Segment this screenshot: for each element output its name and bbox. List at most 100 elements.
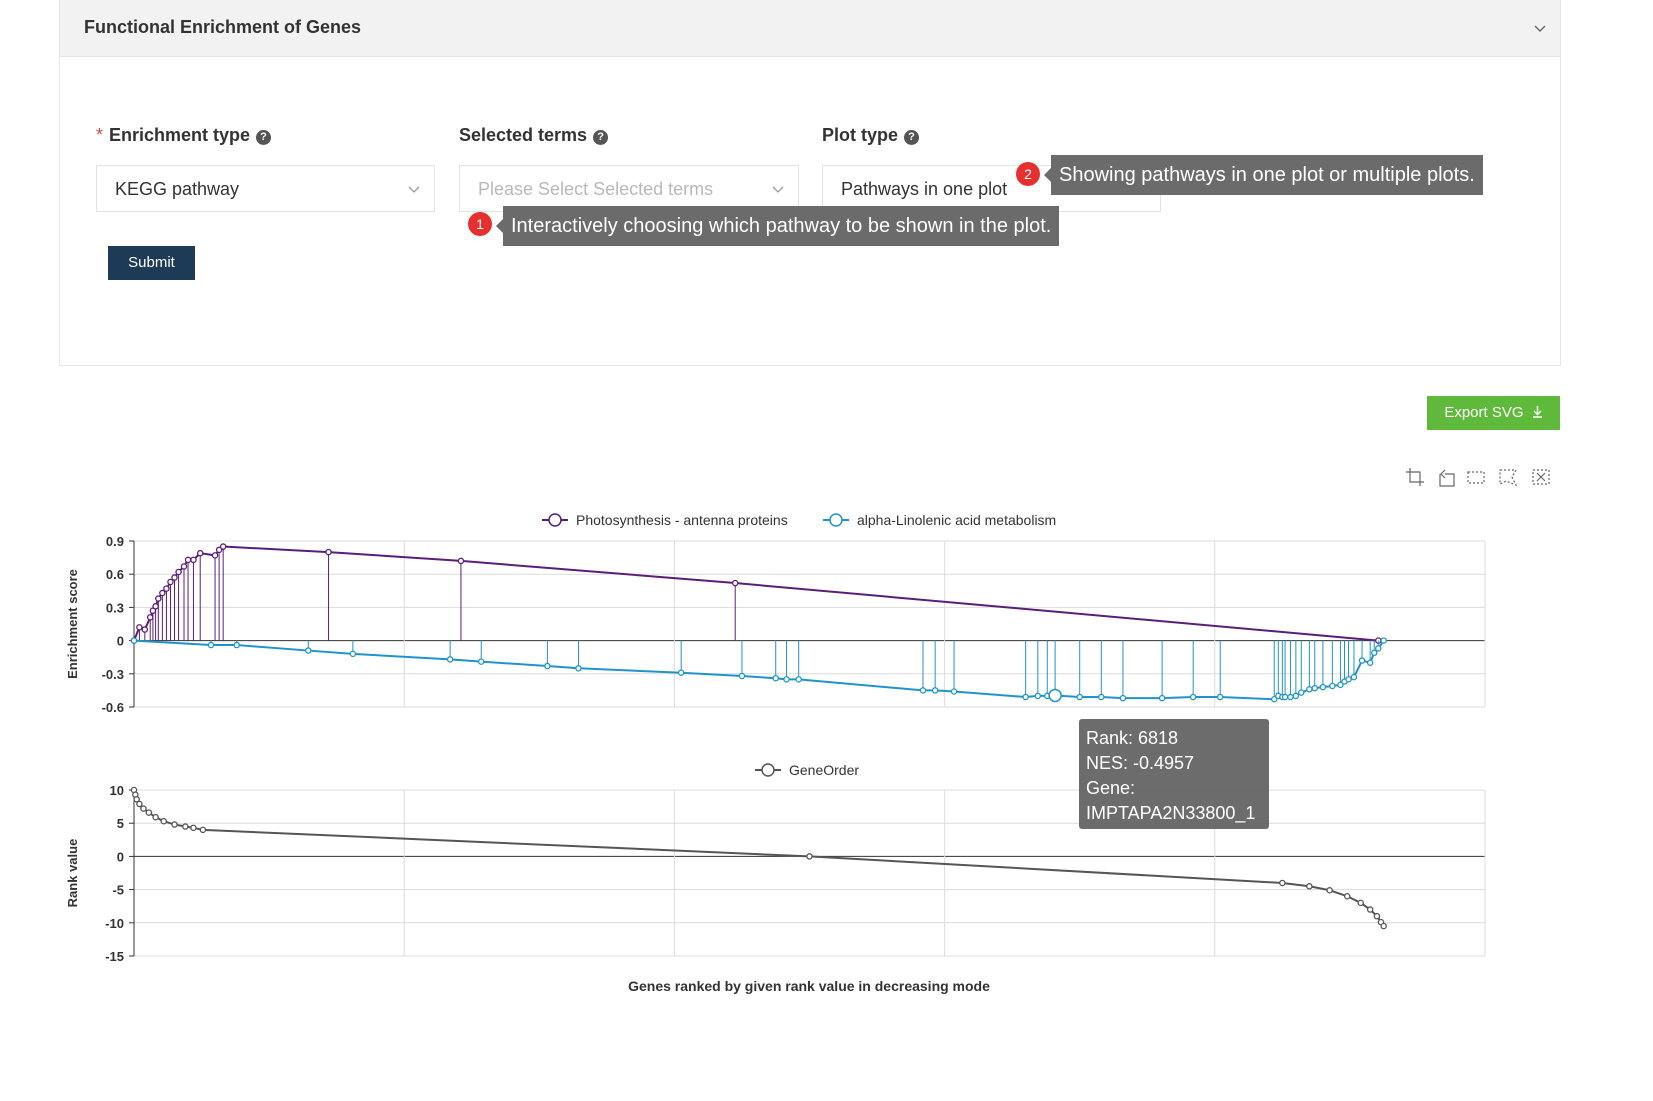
annotation-badge-1: 1 xyxy=(468,212,492,236)
data-point xyxy=(919,687,927,694)
plot-type-value: Pathways in one plot xyxy=(841,179,1008,199)
submit-button[interactable]: Submit xyxy=(108,246,195,280)
enrichment-type-value: KEGG pathway xyxy=(115,179,240,199)
data-point xyxy=(163,585,170,592)
y-tick-label: -0.6 xyxy=(102,700,124,715)
data-point xyxy=(141,626,149,633)
data-point xyxy=(1373,912,1381,920)
data-point xyxy=(155,595,162,602)
y-tick-label: 5 xyxy=(117,816,124,831)
series-line xyxy=(133,545,1379,642)
y-tick-label: -15 xyxy=(105,949,124,964)
data-point xyxy=(140,805,147,812)
x-axis-label: Genes ranked by given rank value in decr… xyxy=(628,978,990,994)
data-point xyxy=(1189,693,1197,701)
data-point xyxy=(772,674,779,682)
data-point xyxy=(1370,649,1378,657)
y-tick-label: 0 xyxy=(117,634,124,649)
data-point xyxy=(1358,657,1366,664)
data-point xyxy=(1287,693,1294,701)
data-point xyxy=(1380,922,1387,930)
data-point xyxy=(446,656,454,663)
data-point xyxy=(196,549,204,557)
data-point xyxy=(175,568,182,576)
data-point xyxy=(219,543,227,550)
data-point xyxy=(1337,681,1344,689)
selected-terms-select[interactable]: Please Select Selected terms xyxy=(459,165,799,212)
data-point xyxy=(1098,693,1105,701)
data-point xyxy=(145,809,153,816)
clear-select-icon[interactable] xyxy=(1531,467,1551,487)
data-point xyxy=(795,676,802,683)
data-point xyxy=(136,800,143,808)
chevron-down-icon xyxy=(408,186,420,193)
data-point xyxy=(1319,683,1327,691)
chevron-down-icon xyxy=(772,186,784,193)
data-point xyxy=(171,574,178,581)
data-point xyxy=(133,796,140,803)
lasso-select-icon[interactable] xyxy=(1498,467,1518,487)
data-point xyxy=(1306,883,1313,890)
y-tick-label: -10 xyxy=(105,916,124,931)
zoom-icon[interactable] xyxy=(1405,467,1425,487)
data-point xyxy=(1216,693,1224,701)
data-point xyxy=(1345,676,1352,683)
data-point xyxy=(677,669,685,676)
chevron-down-icon[interactable] xyxy=(1534,22,1546,34)
data-point xyxy=(1375,645,1382,652)
legend-gene-order: GeneOrder xyxy=(789,762,859,778)
data-point xyxy=(1311,684,1319,692)
data-point xyxy=(149,607,157,614)
help-icon[interactable]: ? xyxy=(593,130,609,145)
data-point xyxy=(305,647,312,654)
panel-header[interactable]: Functional Enrichment of Genes xyxy=(60,0,1560,57)
data-point xyxy=(950,688,958,695)
data-point xyxy=(1292,692,1300,700)
help-icon[interactable]: ? xyxy=(904,130,920,145)
data-point xyxy=(1281,693,1289,701)
y-tick-label: -5 xyxy=(112,883,124,898)
plot-type-label: Plot type? xyxy=(822,125,920,146)
data-point-tooltip: Rank: 6818 NES: -0.4957 Gene: IMPTAPA2N3… xyxy=(1079,719,1269,829)
annotation-badge-2: 2 xyxy=(1016,162,1040,186)
data-point xyxy=(146,614,154,621)
data-point xyxy=(190,556,197,564)
data-point xyxy=(731,579,739,587)
y-tick-label: 0.6 xyxy=(106,567,124,582)
data-point xyxy=(1279,879,1286,887)
data-point xyxy=(171,821,178,828)
export-svg-button[interactable]: Export SVG xyxy=(1427,396,1560,430)
selected-terms-label: Selected terms? xyxy=(459,125,609,146)
data-point xyxy=(1158,694,1166,702)
data-point xyxy=(190,824,197,832)
data-point xyxy=(167,578,174,586)
data-point xyxy=(180,563,188,570)
data-point xyxy=(457,557,465,565)
data-point xyxy=(783,676,790,683)
legend-series-1: Photosynthesis - antenna proteins xyxy=(576,512,788,528)
data-point xyxy=(152,603,159,610)
data-point xyxy=(159,589,166,597)
rect-select-icon[interactable] xyxy=(1466,467,1486,487)
data-point xyxy=(575,665,582,672)
data-point xyxy=(1366,906,1374,913)
legend-marker xyxy=(548,513,562,527)
required-mark: * xyxy=(96,125,104,145)
help-icon[interactable]: ? xyxy=(256,130,272,145)
data-point xyxy=(738,672,746,680)
data-point xyxy=(215,546,223,554)
data-point xyxy=(1022,693,1029,701)
y-tick-label: 0.3 xyxy=(106,600,124,615)
data-point xyxy=(136,624,143,631)
zoom-reset-icon[interactable] xyxy=(1436,467,1456,487)
enrichment-type-select[interactable]: KEGG pathway xyxy=(96,165,435,212)
annotation-tooltip-1: Interactively choosing which pathway to … xyxy=(495,206,1060,246)
data-point xyxy=(160,817,167,825)
selected-terms-placeholder: Please Select Selected terms xyxy=(478,179,714,199)
annotation-tooltip-2: Showing pathways in one plot or multiple… xyxy=(1044,155,1483,195)
legend-marker xyxy=(829,513,843,527)
data-point xyxy=(130,637,138,644)
download-icon xyxy=(1532,406,1542,418)
data-point xyxy=(233,641,240,649)
data-point xyxy=(1306,686,1313,693)
